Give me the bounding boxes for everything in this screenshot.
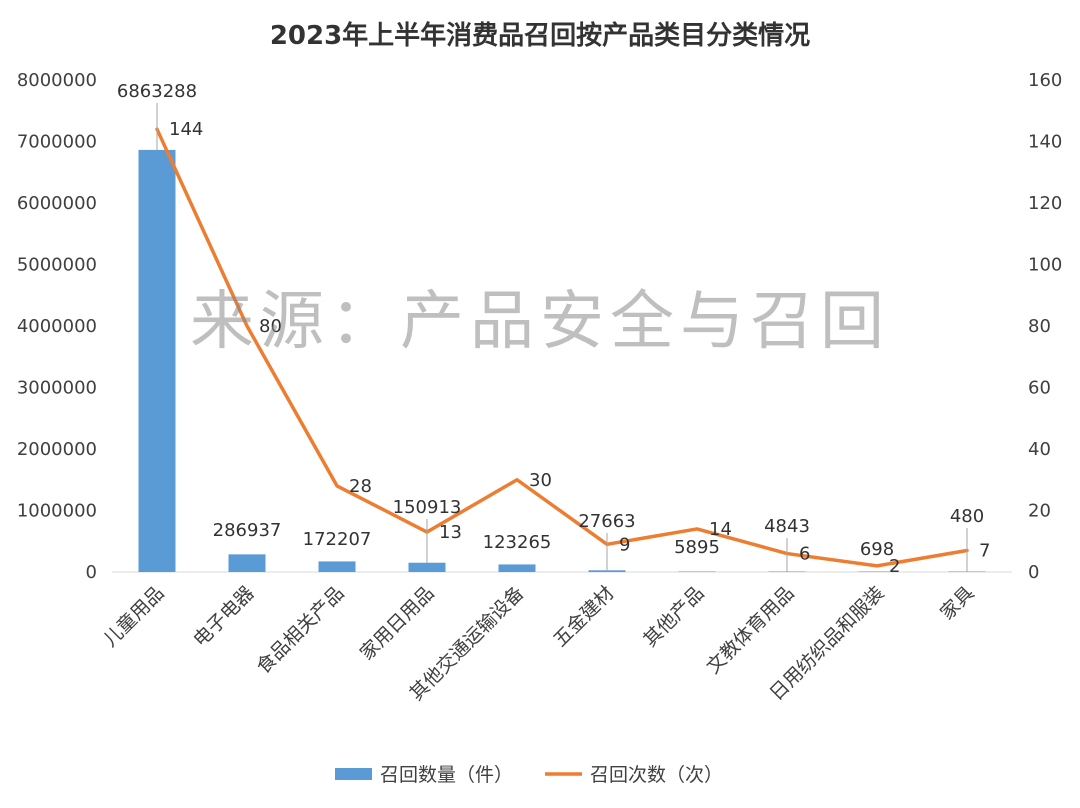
label-layer: 6863288 286937 172207 150913 123265 27663 5895… <box>117 81 991 577</box>
bar <box>678 571 716 572</box>
bar <box>588 570 626 572</box>
y-left-tick-label: 3000000 <box>17 378 97 399</box>
y-right-tick-label: 20 <box>1028 501 1051 522</box>
y-right-tick-label: 60 <box>1028 378 1051 399</box>
x-category-label: 文教体育用品 <box>702 582 798 678</box>
bar-layer <box>138 149 986 573</box>
legend-swatch-bar <box>335 768 372 780</box>
y-right-tick-label: 80 <box>1028 316 1051 337</box>
legend-label-bar: 召回数量（件） <box>380 764 513 786</box>
line-data-label: 13 <box>439 522 462 543</box>
watermark-text: 来源：产品安全与召回 <box>190 285 890 359</box>
y-right-tick-label: 160 <box>1028 70 1062 91</box>
y-right-tick-label: 120 <box>1028 193 1062 214</box>
bar <box>408 562 446 572</box>
line-data-label: 144 <box>169 119 203 140</box>
y-left-tick-label: 0 <box>86 562 97 583</box>
line-data-label: 80 <box>259 316 282 337</box>
bar <box>228 554 266 572</box>
line-data-label: 30 <box>529 470 552 491</box>
y-right-tick-label: 100 <box>1028 255 1062 276</box>
y-left-tick-label: 5000000 <box>17 255 97 276</box>
bar-data-label: 4843 <box>764 516 810 537</box>
y-right-tick-label: 140 <box>1028 132 1062 153</box>
y-left-tick-label: 2000000 <box>17 439 97 460</box>
legend: 召回数量（件） 召回次数（次） <box>335 764 723 786</box>
y-right-tick-label: 0 <box>1028 562 1039 583</box>
x-category-label: 五金建材 <box>549 582 618 651</box>
bar-data-label: 286937 <box>213 520 282 541</box>
y-left-tick-label: 4000000 <box>17 316 97 337</box>
y-left-tick-label: 7000000 <box>17 132 97 153</box>
line-layer <box>155 127 969 568</box>
x-category-label: 家具 <box>936 582 978 624</box>
line-data-label: 28 <box>349 476 372 497</box>
bar-data-label: 172207 <box>303 529 372 550</box>
y-left-tick-label: 8000000 <box>17 70 97 91</box>
x-category-label: 儿童用品 <box>99 582 168 651</box>
y-left-tick-label: 6000000 <box>17 193 97 214</box>
bar-data-label: 123265 <box>483 532 552 553</box>
bar <box>498 564 536 572</box>
x-category-label: 食品相关产品 <box>252 582 348 678</box>
x-category-label: 家用日用品 <box>356 582 439 665</box>
line-data-label: 6 <box>799 544 810 565</box>
bar <box>138 149 176 573</box>
bar <box>768 571 806 572</box>
line-data-label: 9 <box>619 534 630 555</box>
legend-label-line: 召回次数（次） <box>590 764 723 786</box>
bar-data-label: 6863288 <box>117 81 197 102</box>
bar-data-label: 480 <box>950 506 984 527</box>
line-data-label: 7 <box>979 540 990 561</box>
line-data-label: 14 <box>709 519 732 540</box>
bar-data-label: 5895 <box>674 537 720 558</box>
chart-title: 2023年上半年消费品召回按产品类目分类情况 <box>270 20 810 51</box>
line-data-label: 2 <box>889 556 900 577</box>
bar <box>318 561 356 572</box>
y-left-tick-label: 1000000 <box>17 501 97 522</box>
y-right-tick-label: 40 <box>1028 439 1051 460</box>
bar-data-label: 27663 <box>578 511 635 532</box>
bar-data-label: 150913 <box>393 497 462 518</box>
x-category-label: 电子电器 <box>189 582 258 651</box>
bar <box>858 571 896 572</box>
line-series <box>155 127 969 568</box>
bar-data-label: 698 <box>860 539 894 560</box>
x-category-label: 其他产品 <box>639 582 708 651</box>
